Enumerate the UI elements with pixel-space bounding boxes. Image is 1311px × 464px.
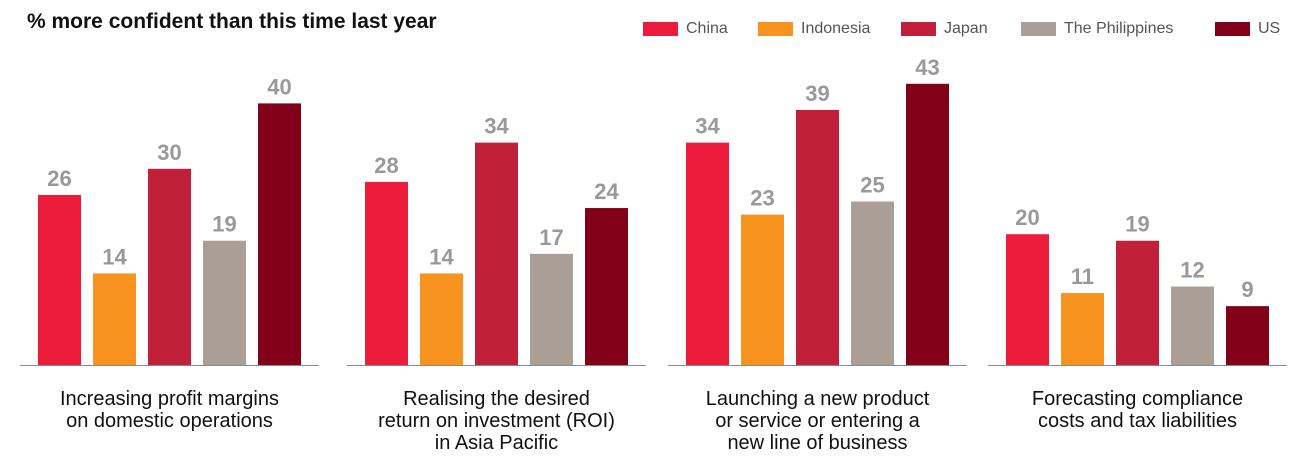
chart-title: % more confident than this time last yea… (27, 10, 437, 33)
bar-us-group-2 (585, 208, 628, 365)
data-label-indonesia-group-2: 14 (429, 244, 454, 269)
bar-china-group-3 (686, 142, 729, 365)
category-label-1: Increasing profit margins on domestic ope… (25, 388, 315, 432)
data-label-the-philippines-group-3: 25 (860, 173, 884, 198)
bar-indonesia-group-2 (420, 273, 463, 365)
bar-indonesia-group-4 (1061, 293, 1104, 365)
category-label-3: Launching a new product or service or ent… (673, 388, 963, 454)
data-label-china-group-3: 34 (695, 114, 720, 139)
data-label-us-group-4: 9 (1241, 277, 1253, 302)
legend-label: US (1258, 20, 1281, 37)
category-label-4: Forecasting compliance costs and tax liab… (993, 388, 1283, 432)
data-label-japan-group-1: 30 (157, 140, 181, 165)
category-label-line: return on investment (ROI) (378, 410, 615, 432)
category-label-line: costs and tax liabilities (1038, 410, 1237, 432)
bar-china-group-4 (1006, 234, 1049, 365)
bar-japan-group-3 (796, 109, 839, 365)
legend-label: China (686, 20, 728, 37)
bar-japan-group-1 (148, 168, 191, 365)
legend: China Indonesia Japan The Philippines US (0, 17, 1311, 41)
bar-indonesia-group-3 (741, 214, 784, 365)
data-label-indonesia-group-1: 14 (102, 244, 127, 269)
bar-us-group-4 (1226, 306, 1269, 365)
category-label-line: in Asia Pacific (434, 432, 559, 454)
category-label-line: Realising the desired (403, 388, 590, 410)
bar-china-group-2 (365, 181, 408, 365)
category-label-2: Realising the desired return on investmen… (352, 388, 642, 454)
legend-label: The Philippines (1064, 20, 1174, 37)
legend-swatch (1215, 22, 1250, 36)
legend-label: Japan (944, 20, 988, 37)
data-label-china-group-4: 20 (1015, 205, 1039, 230)
bar-china-group-1 (38, 194, 81, 365)
category-label-line: Launching a new product (705, 388, 930, 410)
bar-the-philippines-group-1 (203, 240, 246, 365)
bar-indonesia-group-1 (93, 273, 136, 365)
bar-japan-group-4 (1116, 240, 1159, 365)
bar-the-philippines-group-2 (530, 253, 573, 365)
category-label-line: or service or entering a (715, 410, 920, 432)
data-label-us-group-1: 40 (267, 74, 291, 99)
bar-us-group-1 (258, 103, 301, 366)
data-label-the-philippines-group-2: 17 (539, 225, 563, 250)
category-label-line: new line of business (727, 432, 908, 454)
legend-swatch (901, 22, 936, 36)
category-label-line: on domestic operations (66, 410, 273, 432)
data-label-the-philippines-group-4: 12 (1180, 258, 1204, 283)
legend-swatch (1021, 22, 1056, 36)
legend-swatch (643, 22, 678, 36)
legend-swatch (758, 22, 793, 36)
data-label-china-group-1: 26 (47, 166, 71, 191)
category-label-line: Increasing profit margins (60, 388, 279, 410)
data-label-us-group-3: 43 (915, 55, 939, 80)
bar-japan-group-2 (475, 142, 518, 365)
category-label-line: Forecasting compliance (1031, 388, 1244, 410)
data-label-japan-group-4: 19 (1125, 212, 1149, 237)
bar-the-philippines-group-4 (1171, 286, 1214, 365)
data-label-indonesia-group-4: 11 (1071, 264, 1094, 289)
data-label-china-group-2: 28 (374, 153, 398, 178)
data-label-the-philippines-group-1: 19 (212, 212, 236, 237)
legend-label: Indonesia (801, 20, 871, 37)
data-label-japan-group-3: 39 (805, 81, 829, 106)
data-label-us-group-2: 24 (594, 179, 619, 204)
data-label-japan-group-2: 34 (484, 114, 509, 139)
bar-us-group-3 (906, 83, 949, 365)
data-label-indonesia-group-3: 23 (750, 186, 774, 211)
bar-the-philippines-group-3 (851, 201, 894, 365)
